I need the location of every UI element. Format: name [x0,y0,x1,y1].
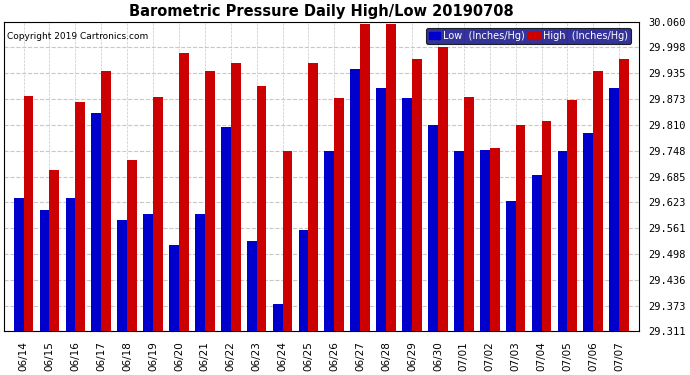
Bar [515,125,526,331]
Bar [144,214,153,331]
Bar [428,125,438,331]
Bar [282,151,293,331]
Bar [101,71,111,331]
Text: Copyright 2019 Cartronics.com: Copyright 2019 Cartronics.com [7,32,148,41]
Bar [351,69,360,331]
Bar [386,24,396,331]
Legend: Low  (Inches/Hg), High  (Inches/Hg): Low (Inches/Hg), High (Inches/Hg) [426,28,631,44]
Bar [532,175,542,331]
Bar [324,151,335,331]
Bar [127,160,137,331]
Bar [558,151,567,331]
Bar [50,171,59,331]
Bar [179,53,189,331]
Bar [169,245,179,331]
Bar [273,303,282,331]
Bar [39,210,50,331]
Bar [506,201,515,331]
Bar [480,150,490,331]
Bar [454,151,464,331]
Bar [335,98,344,331]
Bar [464,97,473,331]
Bar [299,230,308,331]
Bar [66,198,75,331]
Bar [308,63,318,331]
Bar [221,127,230,331]
Bar [75,102,86,331]
Bar [247,241,257,331]
Bar [584,133,593,331]
Title: Barometric Pressure Daily High/Low 20190708: Barometric Pressure Daily High/Low 20190… [129,4,514,19]
Bar [195,214,205,331]
Bar [117,220,127,331]
Bar [376,88,386,331]
Bar [153,97,163,331]
Bar [412,59,422,331]
Bar [360,24,370,331]
Bar [205,71,215,331]
Bar [567,100,578,331]
Bar [609,88,619,331]
Bar [593,71,603,331]
Bar [619,59,629,331]
Bar [438,47,448,331]
Bar [14,198,23,331]
Bar [490,148,500,331]
Bar [542,121,551,331]
Bar [257,86,266,331]
Bar [23,96,33,331]
Bar [230,63,241,331]
Bar [402,98,412,331]
Bar [92,112,101,331]
